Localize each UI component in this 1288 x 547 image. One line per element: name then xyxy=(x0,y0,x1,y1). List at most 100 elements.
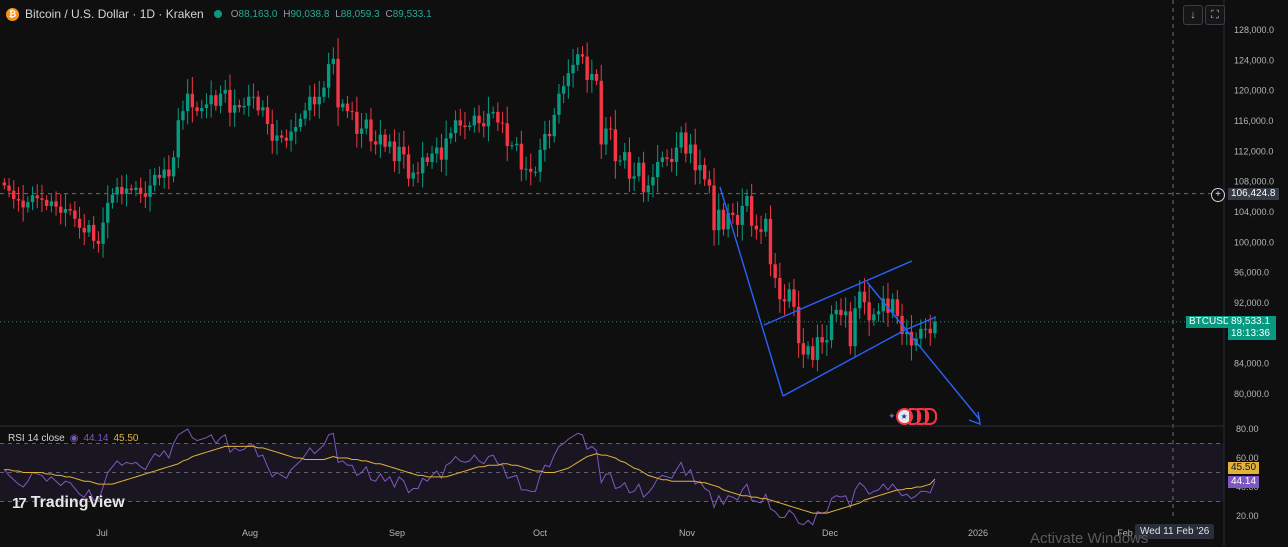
symbol-title[interactable]: Bitcoin / U.S. Dollar · 1D · Kraken xyxy=(25,7,204,21)
candle-body xyxy=(21,200,25,208)
candle-body xyxy=(876,311,881,315)
candle-body xyxy=(529,168,533,172)
candle-body xyxy=(218,93,223,106)
trendline xyxy=(763,260,913,326)
candle-body xyxy=(754,225,759,230)
candle-body xyxy=(232,105,237,113)
candle-body xyxy=(106,202,110,223)
candle-body xyxy=(406,154,411,179)
candle-body xyxy=(223,89,227,94)
candle-body xyxy=(157,174,162,178)
candle-body xyxy=(265,107,270,125)
trendline xyxy=(866,281,981,421)
candle-body xyxy=(195,107,199,112)
candle-body xyxy=(364,119,368,129)
candle-body xyxy=(59,206,63,213)
rsi-pane xyxy=(0,428,1224,526)
rsi-tick-label: 80.00 xyxy=(1236,424,1259,434)
candle-body xyxy=(679,132,683,148)
candle-body xyxy=(359,128,364,134)
candle-body xyxy=(552,114,556,137)
candle-body xyxy=(590,73,594,81)
candle-body xyxy=(768,218,773,265)
candle-body xyxy=(209,95,213,105)
candle-body xyxy=(909,331,914,346)
candle-body xyxy=(181,111,185,121)
time-tick-label: Oct xyxy=(533,528,548,538)
candle-body xyxy=(420,157,425,174)
candle-body xyxy=(712,185,716,231)
candle-body xyxy=(655,161,660,178)
candle-body xyxy=(284,137,289,141)
candle-body xyxy=(731,212,735,216)
candle-body xyxy=(740,205,744,225)
candle-body xyxy=(402,146,406,155)
candle-body xyxy=(458,120,462,126)
candle-body xyxy=(439,147,444,160)
candle-body xyxy=(40,198,44,200)
candle-body xyxy=(270,124,274,141)
candle-body xyxy=(44,199,49,206)
candle-body xyxy=(881,298,885,312)
candle-body xyxy=(167,169,171,177)
candle-body xyxy=(16,199,21,201)
candle-body xyxy=(289,131,293,141)
candle-body xyxy=(693,144,697,171)
time-tick-label: Sep xyxy=(389,528,405,538)
candle-body xyxy=(425,157,430,162)
candle-body xyxy=(670,158,674,162)
candle-body xyxy=(185,93,190,112)
bar-countdown: 18:13:36 xyxy=(1231,328,1270,339)
price-tick-label: 116,000.0 xyxy=(1234,116,1273,126)
tradingview-logo[interactable]: 17 TradingView xyxy=(12,494,125,512)
price-tick-label: 96,000.0 xyxy=(1234,268,1269,278)
time-tick-label: Feb xyxy=(1117,528,1133,538)
candle-body xyxy=(411,172,415,179)
candle-body xyxy=(242,105,246,108)
candle-body xyxy=(867,302,871,321)
arrow-down-icon[interactable]: ↓ xyxy=(1183,5,1203,25)
candle-body xyxy=(608,128,613,130)
candle-body xyxy=(298,118,303,128)
close-value: 89,533.1 xyxy=(392,8,432,20)
candle-body xyxy=(566,73,571,87)
candle-body xyxy=(637,162,641,177)
candle-body xyxy=(435,147,439,154)
candle-body xyxy=(825,340,829,343)
candle-body xyxy=(279,135,284,138)
candle-body xyxy=(576,54,580,65)
price-tick-label: 120,000.0 xyxy=(1234,86,1274,96)
candle-body xyxy=(773,264,777,278)
candle-body xyxy=(707,179,712,186)
candle-body xyxy=(134,187,138,191)
candle-body xyxy=(829,314,834,341)
fullscreen-icon[interactable]: ⛶ xyxy=(1205,5,1225,25)
time-tick-label: Jul xyxy=(96,528,108,538)
candle-body xyxy=(834,309,838,315)
candle-body xyxy=(115,186,119,195)
rsi-ma-line xyxy=(4,445,936,514)
candle-body xyxy=(294,127,298,132)
price-tick-label: 80,000.0 xyxy=(1234,389,1269,399)
candle-body xyxy=(618,160,622,162)
candle-body xyxy=(345,103,350,112)
candle-body xyxy=(350,111,354,113)
candle-body xyxy=(505,123,509,147)
rsi-ma-value: 45.50 xyxy=(113,433,139,444)
candle-body xyxy=(176,120,180,158)
candle-body xyxy=(373,141,378,145)
candle-body xyxy=(463,125,467,128)
candle-body xyxy=(486,113,491,127)
events-marker[interactable]: ✦ ★ xyxy=(888,408,937,425)
add-alert-icon[interactable]: + xyxy=(1211,188,1225,202)
candle-body xyxy=(848,311,853,347)
candle-body xyxy=(308,96,312,111)
candle-body xyxy=(388,141,392,147)
candle-body xyxy=(796,306,801,344)
candle-body xyxy=(101,222,105,244)
candle-body xyxy=(331,58,336,65)
trendline-drawings[interactable] xyxy=(719,186,981,426)
time-tick-label: Aug xyxy=(242,528,258,538)
